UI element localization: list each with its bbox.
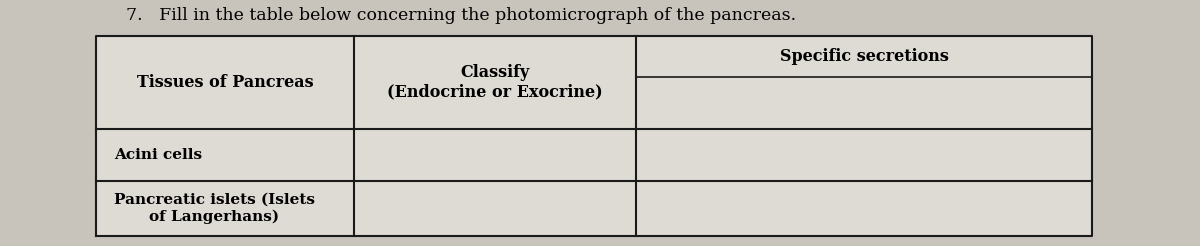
Text: Classify
(Endocrine or Exocrine): Classify (Endocrine or Exocrine) xyxy=(388,64,602,101)
Bar xyxy=(636,129,1092,181)
Text: Tissues of Pancreas: Tissues of Pancreas xyxy=(137,74,313,91)
Bar xyxy=(636,36,1092,129)
Text: Pancreatic islets (Islets
of Langerhans): Pancreatic islets (Islets of Langerhans) xyxy=(114,193,314,224)
Bar xyxy=(96,36,354,129)
Text: Specific secretions: Specific secretions xyxy=(780,48,948,65)
Bar xyxy=(354,181,636,236)
Bar xyxy=(96,129,354,181)
Bar xyxy=(354,36,636,129)
Bar xyxy=(96,181,354,236)
Bar xyxy=(354,129,636,181)
Bar xyxy=(636,181,1092,236)
Text: 7.   Fill in the table below concerning the photomicrograph of the pancreas.: 7. Fill in the table below concerning th… xyxy=(126,7,796,24)
Text: Acini cells: Acini cells xyxy=(114,148,202,162)
